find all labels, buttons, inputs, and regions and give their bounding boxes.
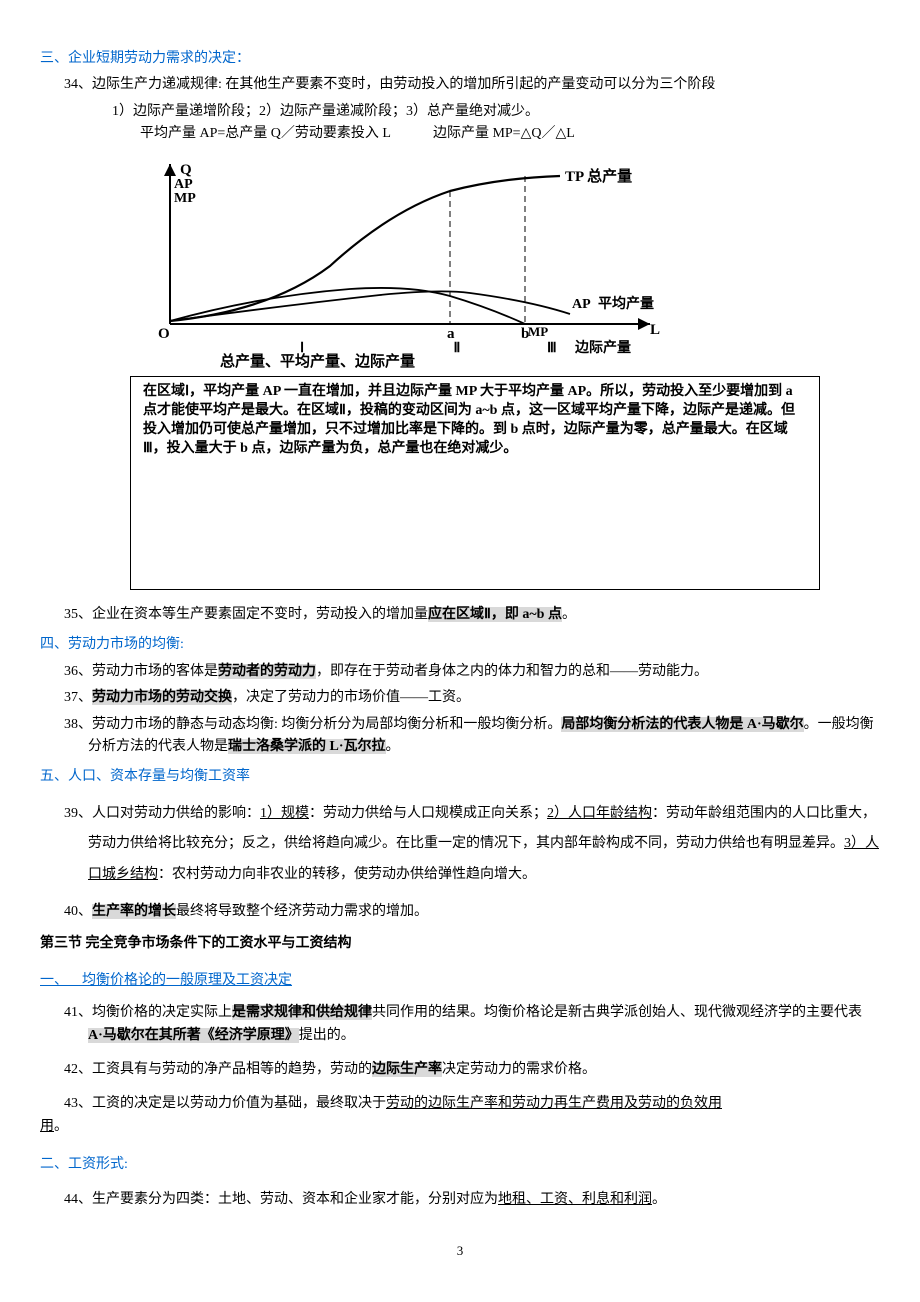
item-38-hl1: 局部均衡分析法的代表人物是 A·马歇尔 [561,717,803,732]
svg-text:边际产量: 边际产量 [574,339,631,356]
item-39-d: ：农村劳动力向非农业的转移，使劳动办供给弹性趋向增大。 [158,867,536,882]
item-44-u: 地租、工资、利息和利润 [498,1192,652,1207]
item-43-a: 43、工资的决定是以劳动力价值为基础，最终取决于 [64,1096,386,1111]
item-41-hl2: A·马歇尔在其所著《经济学原理》 [88,1028,299,1043]
svg-text:MP: MP [174,191,196,206]
item-43: 43、工资的决定是以劳动力价值为基础，最终取决于劳动的边际生产率和劳动力再生产费… [40,1093,880,1138]
item-39-b: ：劳动力供给与人口规模成正向关系； [309,806,547,821]
svg-text:TP 总产量: TP 总产量 [565,167,632,185]
svg-text:Ⅱ: Ⅱ [454,341,461,356]
chart-explain-box: 在区域Ⅰ，平均产量 AP 一直在增加，并且边际产量 MP 大于平均产量 AP。所… [130,376,820,590]
item-43-end: 用 [40,1119,54,1134]
svg-text:b: b [521,326,529,342]
section-5-header: 五、人口、资本存量与均衡工资率 [40,766,880,788]
svg-text:MP: MP [528,324,548,339]
section-4-header: 四、劳动力市场的均衡: [40,634,880,656]
item-36-b: ，即存在于劳动者身体之内的体力和智力的总和——劳动能力。 [316,664,708,679]
item-40-b: 最终将导致整个经济劳动力需求的增加。 [176,904,428,919]
item-44: 44、生产要素分为四类：土地、劳动、资本和企业家才能，分别对应为地租、工资、利息… [64,1189,880,1211]
item-42-a: 42、工资具有与劳动的净产品相等的趋势，劳动的 [64,1062,372,1077]
item-34-sub: 1）边际产量递增阶段；2）边际产量递减阶段；3）总产量绝对减少。 [112,101,880,123]
item-38-hl2: 瑞士洛桑学派的 L·瓦尔拉 [228,739,386,754]
svg-text:a: a [447,326,455,342]
svg-text:AP: AP [572,297,591,312]
sub2-header: 二、工资形式: [40,1154,880,1176]
production-chart: QAPMPTP 总产量AP平均产量MPOabLⅠⅡⅢ边际产量总产量、平均产量、边… [130,156,880,376]
page-number: 3 [40,1241,880,1262]
item-42-hl: 边际生产率 [372,1062,442,1077]
svg-text:总产量、平均产量、边际产量: 总产量、平均产量、边际产量 [220,352,415,368]
item-42: 42、工资具有与劳动的净产品相等的趋势，劳动的边际生产率决定劳动力的需求价格。 [64,1059,880,1081]
svg-text:平均产量: 平均产量 [598,295,654,312]
item-41-b: 共同作用的结果。均衡价格论是新古典学派创始人、现代微观经济学的主要代表 [372,1005,862,1020]
item-40: 40、生产率的增长最终将导致整个经济劳动力需求的增加。 [64,901,880,923]
item-41-c: 提出的。 [299,1028,355,1043]
section-node3-header: 第三节 完全竞争市场条件下的工资水平与工资结构 [40,933,880,955]
formula-ap-mp: 平均产量 AP=总产量 Q／劳动要素投入 L 边际产量 MP=△Q／△L [140,123,880,145]
item-41: 41、均衡价格的决定实际上是需求规律和供给规律共同作用的结果。均衡价格论是新古典… [64,1002,880,1047]
item-36-a: 36、劳动力市场的客体是 [64,664,218,679]
item-35-highlight: 应在区域Ⅱ，即 a~b 点 [428,607,562,622]
item-44-a: 44、生产要素分为四类：土地、劳动、资本和企业家才能，分别对应为 [64,1192,498,1207]
item-38-a: 38、劳动力市场的静态与动态均衡: 均衡分析分为局部均衡分析和一般均衡分析。 [64,717,561,732]
item-37-hl: 劳动力市场的劳动交换 [92,690,232,705]
item-37: 37、劳动力市场的劳动交换，决定了劳动力的市场价值——工资。 [64,687,880,709]
item-37-b: ，决定了劳动力的市场价值——工资。 [232,690,470,705]
item-40-hl: 生产率的增长 [92,904,176,919]
svg-text:L: L [650,322,660,338]
item-41-hl1: 是需求规律和供给规律 [232,1005,372,1020]
item-39-u2: 2）人口年龄结构 [547,806,652,821]
svg-text:O: O [158,326,170,342]
item-36: 36、劳动力市场的客体是劳动者的劳动力，即存在于劳动者身体之内的体力和智力的总和… [64,661,880,683]
item-35-text: 35、企业在资本等生产要素固定不变时，劳动投入的增加量 [64,607,428,622]
svg-text:AP: AP [174,177,193,192]
item-38: 38、劳动力市场的静态与动态均衡: 均衡分析分为局部均衡分析和一般均衡分析。局部… [64,714,880,759]
svg-text:Q: Q [180,162,192,178]
item-42-b: 决定劳动力的需求价格。 [442,1062,596,1077]
item-39-a: 39、人口对劳动力供给的影响： [64,806,260,821]
item-35: 35、企业在资本等生产要素固定不变时，劳动投入的增加量应在区域Ⅱ，即 a~b 点… [64,604,880,626]
item-34: 34、边际生产力递减规律: 在其他生产要素不变时，由劳动投入的增加所引起的产量变… [64,74,880,96]
item-36-hl: 劳动者的劳动力 [218,664,316,679]
item-39: 39、人口对劳动力供给的影响：1）规模：劳动力供给与人口规模成正向关系；2）人口… [64,799,880,891]
svg-text:Ⅲ: Ⅲ [547,341,557,356]
item-41-a: 41、均衡价格的决定实际上 [64,1005,232,1020]
sub1-header: 一、 均衡价格论的一般原理及工资决定 [40,970,880,992]
item-39-u1: 1）规模 [260,806,309,821]
section-3-header: 三、企业短期劳动力需求的决定： [40,48,880,70]
item-43-u: 劳动的边际生产率和劳动力再生产费用及劳动的负效用 [386,1096,722,1111]
